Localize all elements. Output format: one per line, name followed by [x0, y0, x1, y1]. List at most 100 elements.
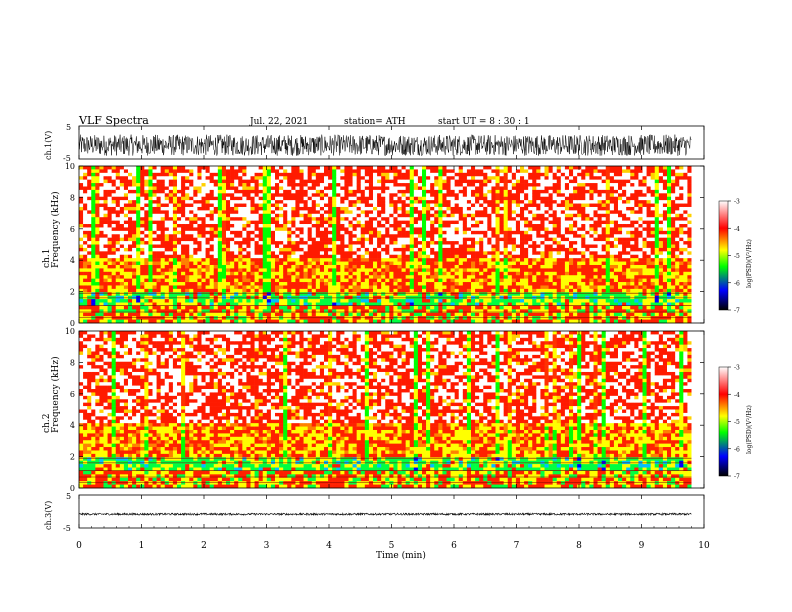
- spectrogram-cell: [458, 295, 464, 300]
- spectrogram-cell: [307, 237, 313, 242]
- spectrogram-cell: [287, 169, 292, 174]
- spectrogram-cell: [487, 241, 492, 245]
- spectrogram-cell: [328, 278, 333, 283]
- spectrogram-cell: [319, 319, 325, 324]
- spectrogram-cell: [328, 251, 333, 256]
- spectrogram-cell: [250, 285, 255, 290]
- spectrogram-cell: [291, 278, 296, 283]
- spectrogram-cell: [291, 251, 296, 256]
- spectrogram-cell: [103, 183, 108, 187]
- spectrogram-cell: [520, 186, 525, 191]
- spectrogram-cell: [446, 186, 451, 191]
- spectrogram-cell: [348, 234, 353, 238]
- spectrogram-cell: [393, 309, 398, 314]
- spectrogram-cell: [307, 213, 313, 218]
- spectrogram-cell: [136, 220, 141, 225]
- spectrogram-cell: [258, 217, 264, 221]
- spectrogram-cell: [148, 288, 153, 293]
- spectrogram-cell: [242, 295, 247, 300]
- spectrogram-cell: [119, 189, 125, 194]
- spectrogram-cell: [103, 220, 108, 225]
- spectrogram-cell: [413, 292, 419, 296]
- spectrogram-cell: [266, 241, 272, 245]
- spectrogram-cell: [434, 244, 439, 249]
- spectrogram-cell: [185, 230, 190, 235]
- spectrogram-cell: [128, 189, 133, 194]
- spectrogram-cell: [205, 312, 210, 317]
- spectrogram-cell: [115, 299, 121, 303]
- spectrogram-cell: [422, 271, 427, 276]
- spectrogram-cell: [172, 172, 178, 177]
- spectrogram-cell: [364, 172, 370, 177]
- spectrogram-cell: [275, 206, 280, 211]
- spectrogram-cell: [148, 200, 153, 204]
- spectrogram-cell: [515, 271, 521, 276]
- spectrogram-cell: [319, 220, 325, 225]
- spectrogram-cell: [87, 264, 92, 269]
- spectrogram-cell: [426, 213, 431, 218]
- spectrogram-cell: [177, 254, 182, 259]
- spectrogram-cell: [136, 282, 141, 286]
- spectrogram-cell: [181, 196, 186, 201]
- spectrogram-cell: [438, 316, 443, 320]
- spectrogram-cell: [450, 206, 455, 211]
- spectrogram-cell: [352, 169, 357, 174]
- spectrogram-cell: [426, 258, 431, 262]
- spectrogram-cell: [434, 230, 439, 235]
- spectrogram-cell: [499, 299, 504, 303]
- spectrogram-cell: [422, 305, 427, 310]
- spectrogram-cell: [385, 241, 390, 245]
- spectrogram-cell: [234, 206, 239, 211]
- spectrogram-cell: [103, 234, 108, 238]
- spectrogram-cell: [79, 309, 84, 314]
- spectrogram-cell: [132, 241, 137, 245]
- spectrogram-cell: [270, 176, 276, 180]
- spectrogram-cell: [311, 271, 317, 276]
- spectrogram-cell: [393, 278, 398, 283]
- spectrogram-cell: [393, 237, 398, 242]
- spectrogram-cell: [152, 220, 157, 225]
- spectrogram-cell: [393, 183, 398, 187]
- spectrogram-cell: [242, 312, 247, 317]
- spectrogram-cell: [234, 282, 239, 286]
- spectrogram-cell: [422, 189, 427, 194]
- spectrogram-cell: [303, 251, 308, 256]
- spectrogram-cell: [205, 316, 210, 320]
- spectrogram-cell: [95, 227, 100, 232]
- spectrogram-cell: [471, 183, 476, 187]
- spectrogram-cell: [430, 295, 435, 300]
- spectrogram-cell: [107, 196, 112, 201]
- spectrogram-cell: [336, 210, 341, 215]
- spectrogram-cell: [434, 278, 439, 283]
- spectrogram-cell: [275, 278, 280, 283]
- spectrogram-cell: [79, 230, 84, 235]
- spectrogram-cell: [185, 247, 190, 252]
- spectrogram-cell: [340, 169, 345, 174]
- spectrogram-cell: [299, 316, 304, 320]
- spectrogram-cell: [287, 288, 292, 293]
- spectrogram-cell: [140, 176, 145, 180]
- spectrogram-cell: [352, 179, 357, 184]
- spectrogram-cell: [189, 189, 194, 194]
- spectrogram-cell: [507, 196, 513, 201]
- spectrogram-cell: [360, 278, 366, 283]
- spectrogram-cell: [381, 186, 386, 191]
- spectrogram-cell: [205, 193, 210, 198]
- spectrogram-cell: [275, 305, 280, 310]
- spectrogram-cell: [270, 203, 276, 208]
- spectrogram-cell: [360, 224, 366, 228]
- spectrogram-cell: [483, 264, 488, 269]
- spectrogram-cell: [148, 172, 153, 177]
- spectrogram-cell: [128, 278, 133, 283]
- spectrogram-cell: [181, 237, 186, 242]
- spectrogram-cell: [466, 203, 472, 208]
- spectrogram-cell: [83, 247, 88, 252]
- spectrogram-cell: [409, 264, 415, 269]
- spectrogram-cell: [381, 224, 386, 228]
- spectrogram-cell: [217, 275, 223, 279]
- spectrogram-cell: [458, 312, 464, 317]
- spectrogram-cell: [132, 196, 137, 201]
- spectrogram-cell: [430, 169, 435, 174]
- spectrogram-cell: [287, 251, 292, 256]
- spectrogram-cell: [144, 309, 149, 314]
